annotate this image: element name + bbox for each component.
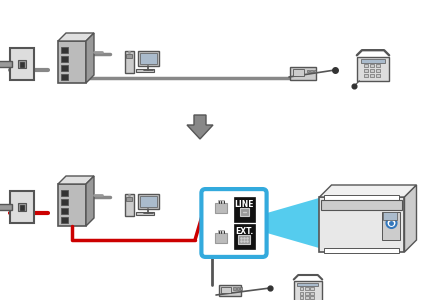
FancyBboxPatch shape <box>201 189 266 257</box>
Polygon shape <box>405 185 416 252</box>
Text: LINE: LINE <box>235 200 254 209</box>
Bar <box>300 287 303 290</box>
Bar <box>310 296 314 299</box>
Polygon shape <box>58 33 94 41</box>
Bar <box>125 194 134 216</box>
Bar <box>18 203 26 211</box>
Bar <box>325 248 399 253</box>
Bar <box>126 54 132 58</box>
Bar <box>364 64 368 67</box>
Bar <box>240 287 242 290</box>
Bar <box>234 224 255 249</box>
Bar <box>0 61 12 67</box>
Bar <box>61 217 68 223</box>
Bar <box>233 287 236 290</box>
Bar <box>370 69 374 72</box>
Bar <box>325 195 399 200</box>
Bar <box>221 286 231 293</box>
Bar <box>10 48 34 80</box>
Bar <box>310 70 313 72</box>
Bar <box>310 292 314 295</box>
Bar <box>305 292 309 295</box>
Polygon shape <box>86 33 94 83</box>
Bar <box>376 69 380 72</box>
Circle shape <box>386 218 397 228</box>
Bar <box>20 62 24 67</box>
Bar <box>361 59 385 63</box>
Bar <box>370 74 374 77</box>
Bar <box>125 51 134 73</box>
Bar <box>298 283 318 286</box>
Bar <box>138 51 159 66</box>
Bar <box>20 205 24 210</box>
Bar <box>10 191 34 223</box>
Bar <box>370 64 374 67</box>
Bar <box>126 197 132 201</box>
Bar <box>140 53 157 64</box>
Bar <box>58 184 86 226</box>
Bar <box>364 74 368 77</box>
Bar <box>238 235 250 244</box>
Bar <box>218 200 224 203</box>
Bar <box>136 69 154 72</box>
Bar <box>305 287 309 290</box>
Bar <box>383 212 397 220</box>
Bar <box>305 296 309 299</box>
Bar <box>310 287 314 290</box>
Polygon shape <box>260 198 319 248</box>
Bar <box>61 47 68 53</box>
Bar <box>294 281 322 300</box>
Bar <box>58 41 86 83</box>
Bar <box>320 197 405 252</box>
Polygon shape <box>320 185 416 197</box>
Bar <box>61 56 68 62</box>
Polygon shape <box>58 176 94 184</box>
Bar <box>218 230 224 233</box>
Bar <box>18 60 26 68</box>
Bar <box>376 64 380 67</box>
Bar <box>61 199 68 205</box>
Bar <box>314 70 317 72</box>
Bar <box>218 285 241 296</box>
Bar <box>364 69 368 72</box>
Bar <box>237 287 239 290</box>
Bar <box>382 212 400 240</box>
Bar <box>300 292 303 295</box>
Bar <box>136 212 154 215</box>
Text: EXT.: EXT. <box>235 226 253 236</box>
Bar <box>321 200 402 210</box>
Bar <box>61 74 68 80</box>
Bar <box>376 74 380 77</box>
Bar <box>0 204 12 210</box>
Bar <box>215 233 227 243</box>
Bar <box>138 194 159 209</box>
Bar <box>234 196 255 222</box>
Bar <box>240 208 249 216</box>
Polygon shape <box>86 176 94 226</box>
Bar <box>357 57 389 81</box>
Bar <box>293 69 304 76</box>
Bar <box>61 208 68 214</box>
Bar <box>290 67 316 80</box>
Polygon shape <box>187 115 213 139</box>
Bar <box>61 65 68 71</box>
Bar <box>140 196 157 207</box>
Bar <box>215 203 227 213</box>
Bar <box>300 296 303 299</box>
Bar <box>61 190 68 196</box>
Bar <box>306 70 309 72</box>
